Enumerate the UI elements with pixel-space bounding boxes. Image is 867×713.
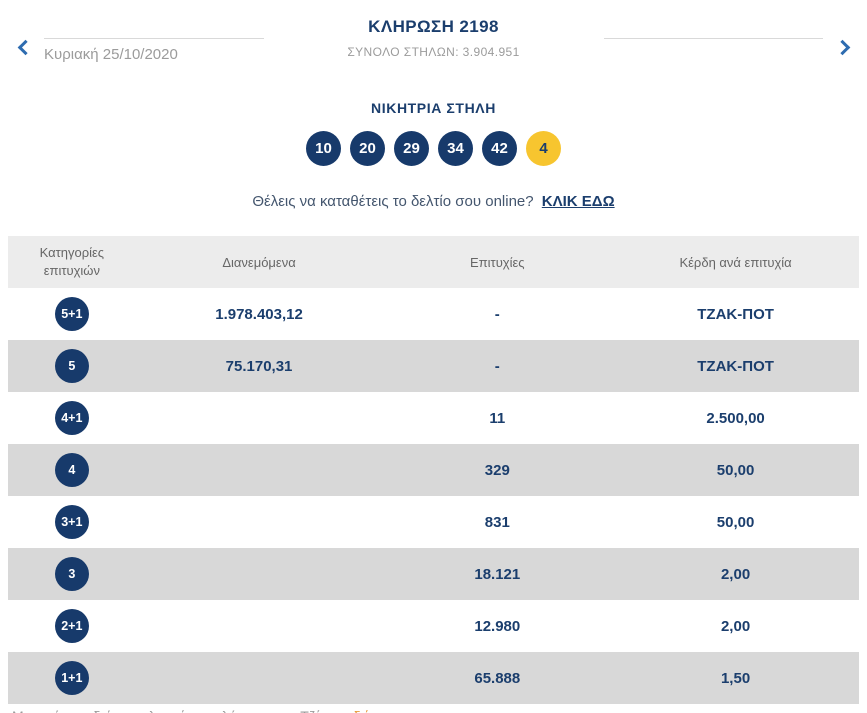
draw-header-right: [603, 14, 823, 39]
prize-value: 50,00: [716, 461, 755, 479]
draw-title: ΚΛΗΡΩΣΗ 2198: [368, 17, 499, 36]
category-ball: 5: [54, 349, 89, 383]
category-ball: 5+1: [54, 297, 89, 331]
column-header-winners: Επιτυχίες: [470, 254, 525, 270]
category-ball: 3: [54, 557, 89, 591]
prize-value: 2,00: [720, 565, 751, 583]
winners-value: 18.121: [474, 565, 521, 583]
category-ball: 3+1: [54, 505, 89, 539]
prize-value: 1,50: [720, 669, 751, 687]
winners-value: 11: [489, 409, 506, 427]
winners-value: -: [494, 305, 500, 323]
prize-value: 2,00: [720, 617, 751, 635]
draw-header-center: ΚΛΗΡΩΣΗ 2198 ΣΥΝΟΛΟ ΣΤΗΛΩΝ: 3.904.951: [274, 14, 594, 59]
winning-column-title: ΝΙΚΗΤΡΙΑ ΣΤΗΛΗ: [371, 100, 496, 116]
column-header-categories: Κατηγορίες επιτυχιών: [39, 245, 105, 278]
table-row: 3+1 831 50,00: [8, 496, 859, 548]
winners-value: 65.888: [474, 669, 521, 687]
chevron-right-icon: [834, 39, 850, 55]
column-header-prize: Κέρδη ανά επιτυχία: [679, 254, 792, 270]
number-ball: 29: [394, 131, 429, 166]
prize-value: 50,00: [716, 513, 755, 531]
column-header-distributed: Διανεμόμενα: [222, 254, 296, 270]
winning-numbers: 10 20 29 34 42 4: [0, 131, 867, 166]
table-row: 2+1 12.980 2,00: [8, 600, 859, 652]
number-ball: 42: [482, 131, 517, 166]
footer-note-text: Μπορείτε να δείτε αναλυτικά την κλήρωση …: [12, 708, 343, 713]
draw-header-left: Κυριακή 25/10/2020: [44, 14, 264, 63]
results-table: Κατηγορίες επιτυχιών Διανεμόμενα Επιτυχί…: [8, 236, 859, 704]
distributed-value: 75.170,31: [225, 357, 293, 375]
table-row: 3 18.121 2,00: [8, 548, 859, 600]
table-row: 1+1 65.888 1,50: [8, 652, 859, 704]
footer-here-link[interactable]: εδώ: [347, 708, 372, 713]
winners-value: -: [494, 357, 500, 375]
table-row: 4+1 11 2.500,00: [8, 392, 859, 444]
table-row: 5 75.170,31 - ΤΖΑΚ-ΠΟΤ: [8, 340, 859, 392]
number-ball: 34: [438, 131, 473, 166]
online-cta: Θέλεις να καταθέτεις το δελτίο σου onlin…: [0, 193, 867, 210]
chevron-left-icon: [17, 39, 33, 55]
prize-value: ΤΖΑΚ-ΠΟΤ: [697, 357, 774, 375]
joker-number-ball: 4: [526, 131, 561, 166]
click-here-link[interactable]: ΚΛΙΚ ΕΔΩ: [541, 193, 615, 210]
category-ball: 4: [54, 453, 89, 487]
table-header-row: Κατηγορίες επιτυχιών Διανεμόμενα Επιτυχί…: [8, 236, 859, 288]
winners-value: 12.980: [474, 617, 521, 635]
next-draw-button[interactable]: [833, 28, 857, 68]
header-divider-right: [603, 38, 823, 39]
prize-value: ΤΖΑΚ-ΠΟΤ: [697, 305, 774, 323]
category-ball: 1+1: [54, 661, 89, 695]
number-ball: 20: [350, 131, 385, 166]
online-cta-text: Θέλεις να καταθέτεις το δελτίο σου onlin…: [252, 193, 534, 210]
table-body: 5+1 1.978.403,12 - ΤΖΑΚ-ΠΟΤ 5 75.170,31 …: [8, 288, 859, 704]
prize-value: 2.500,00: [706, 409, 765, 427]
footer-note: Μπορείτε να δείτε αναλυτικά την κλήρωση …: [0, 708, 867, 713]
winners-value: 831: [484, 513, 510, 531]
draw-header: Κυριακή 25/10/2020 ΚΛΗΡΩΣΗ 2198 ΣΥΝΟΛΟ Σ…: [0, 0, 867, 68]
winners-value: 329: [484, 461, 510, 479]
number-ball: 10: [306, 131, 341, 166]
previous-draw-button[interactable]: [10, 28, 34, 68]
distributed-value: 1.978.403,12: [215, 305, 303, 323]
category-ball: 2+1: [54, 609, 89, 643]
draw-date: Κυριακή 25/10/2020: [44, 46, 178, 63]
category-ball: 4+1: [54, 401, 89, 435]
table-row: 4 329 50,00: [8, 444, 859, 496]
draw-subtitle: ΣΥΝΟΛΟ ΣΤΗΛΩΝ: 3.904.951: [347, 45, 520, 59]
header-divider-left: [44, 38, 264, 39]
table-row: 5+1 1.978.403,12 - ΤΖΑΚ-ΠΟΤ: [8, 288, 859, 340]
